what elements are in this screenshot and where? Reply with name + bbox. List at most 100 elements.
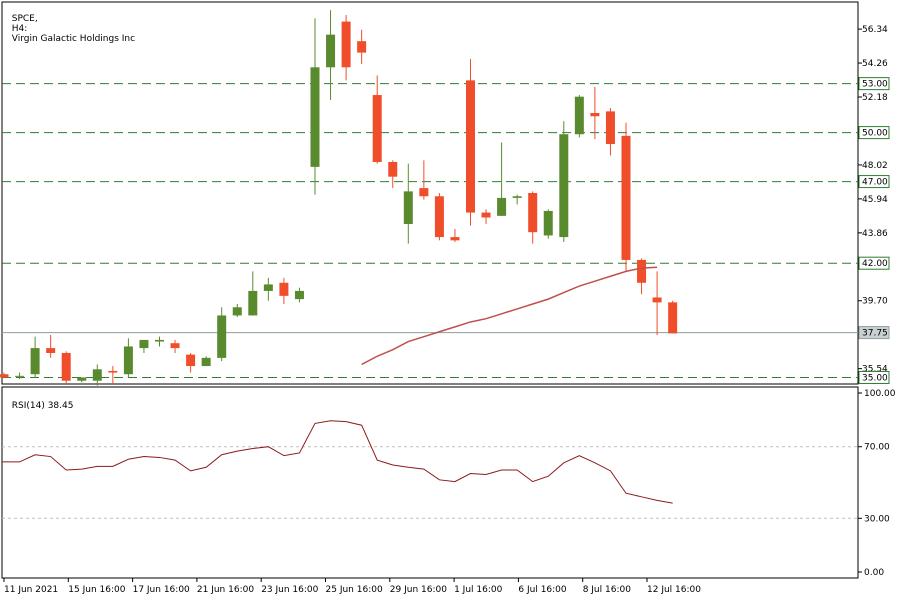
time-axis-label: 17 Jun 16:00: [133, 585, 190, 595]
level-label-box: [858, 256, 890, 270]
rsi-axis-label: 70.00: [864, 443, 890, 453]
rsi-panel-title: RSI(14) 38.45: [6, 391, 74, 411]
candle-body: [123, 346, 133, 375]
candle-body: [450, 237, 460, 241]
candle-body: [248, 290, 258, 316]
candle-body: [46, 348, 56, 353]
price-panel-frame: [1, 1, 859, 385]
time-axis-label: 21 Jun 16:00: [197, 585, 254, 595]
candle: [419, 160, 429, 200]
candle-body: [512, 196, 522, 198]
candle: [77, 377, 87, 383]
candle-body: [372, 95, 382, 162]
candle: [637, 258, 647, 295]
candle-body: [92, 369, 102, 381]
candle: [559, 121, 569, 242]
candle: [357, 29, 367, 65]
candle: [574, 95, 584, 138]
candle: [108, 366, 118, 384]
candle-body: [326, 34, 336, 68]
time-axis-label: 29 Jun 16:00: [390, 585, 447, 595]
candle: [528, 191, 538, 244]
candle: [170, 339, 180, 353]
candle: [497, 142, 507, 216]
price-axis-label: 35.54: [862, 365, 888, 375]
candle: [61, 351, 71, 384]
candle: [0, 372, 9, 378]
candle: [388, 160, 398, 189]
candle-body: [574, 96, 584, 135]
price-axis-label: 43.86: [862, 229, 888, 239]
candle-body: [403, 191, 413, 225]
level-label: 35.00: [862, 373, 888, 383]
candle: [543, 209, 553, 239]
candle-body: [668, 302, 678, 334]
candle: [139, 339, 149, 353]
level-label: 47.00: [862, 178, 888, 188]
candle-body: [77, 377, 87, 381]
candle-body: [310, 67, 320, 167]
price-axis-label: 54.26: [862, 59, 888, 69]
chart-symbol: SPCE: [11, 14, 35, 24]
chart-timeframe: H4: [11, 24, 25, 34]
candle: [341, 15, 351, 81]
time-axis-label: 11 Jun 2021: [4, 585, 58, 595]
candle: [186, 352, 196, 373]
candle-body: [341, 21, 351, 68]
candle-body: [481, 212, 491, 218]
candle: [450, 228, 460, 242]
candle: [621, 122, 631, 272]
candle-body: [357, 41, 367, 53]
candle-body: [419, 188, 429, 197]
candle: [310, 18, 320, 195]
candle-body: [217, 315, 227, 358]
price-chart-title: SPCE, H4: Virgin Galactic Holdings Inc: [11, 14, 136, 44]
rsi-axis-label: 30.00: [864, 514, 890, 524]
current-price-box: [858, 326, 890, 340]
level-label-box: [858, 370, 890, 384]
candle: [652, 271, 662, 336]
candle-body: [543, 210, 553, 236]
candle: [46, 335, 56, 358]
candle-body: [388, 161, 398, 177]
price-axis-label: 39.70: [862, 297, 888, 307]
candle-body: [139, 339, 149, 349]
candle: [372, 75, 382, 164]
candle: [590, 86, 600, 140]
candle: [217, 307, 227, 362]
candle-body: [279, 282, 289, 296]
candle-body: [605, 111, 615, 145]
candle-body: [434, 196, 444, 238]
candle: [279, 277, 289, 305]
candle-body: [108, 370, 118, 373]
candle: [123, 338, 133, 378]
rsi-axis-label: 0.00: [864, 568, 884, 578]
time-axis-label: 25 Jun 16:00: [326, 585, 383, 595]
candle-body: [294, 290, 304, 300]
candle: [232, 304, 242, 318]
candle-body: [201, 357, 211, 367]
candle: [326, 10, 336, 100]
candle: [605, 108, 615, 156]
candle-body: [621, 135, 631, 260]
rsi-line: [2, 420, 673, 504]
candle-body: [497, 197, 507, 216]
candle: [263, 277, 273, 301]
candle-body: [528, 193, 538, 233]
rsi-title: RSI(14) 38.45: [11, 401, 74, 411]
price-axis-label: 52.18: [862, 93, 888, 103]
current-price-label: 37.75: [862, 329, 888, 339]
time-axis-label: 8 Jul 16:00: [583, 585, 632, 595]
time-axis-label: 1 Jul 16:00: [454, 585, 503, 595]
candle: [466, 59, 475, 226]
candle-body: [170, 343, 180, 349]
candle: [434, 193, 444, 241]
candle: [30, 336, 40, 378]
candle-body: [466, 80, 475, 213]
candle-body: [61, 352, 71, 381]
candle-body: [559, 134, 569, 238]
chart-instrument-name: Virgin Galactic Holdings Inc: [11, 34, 136, 44]
candle-body: [232, 307, 242, 316]
price-axis-label: 45.94: [862, 195, 888, 205]
